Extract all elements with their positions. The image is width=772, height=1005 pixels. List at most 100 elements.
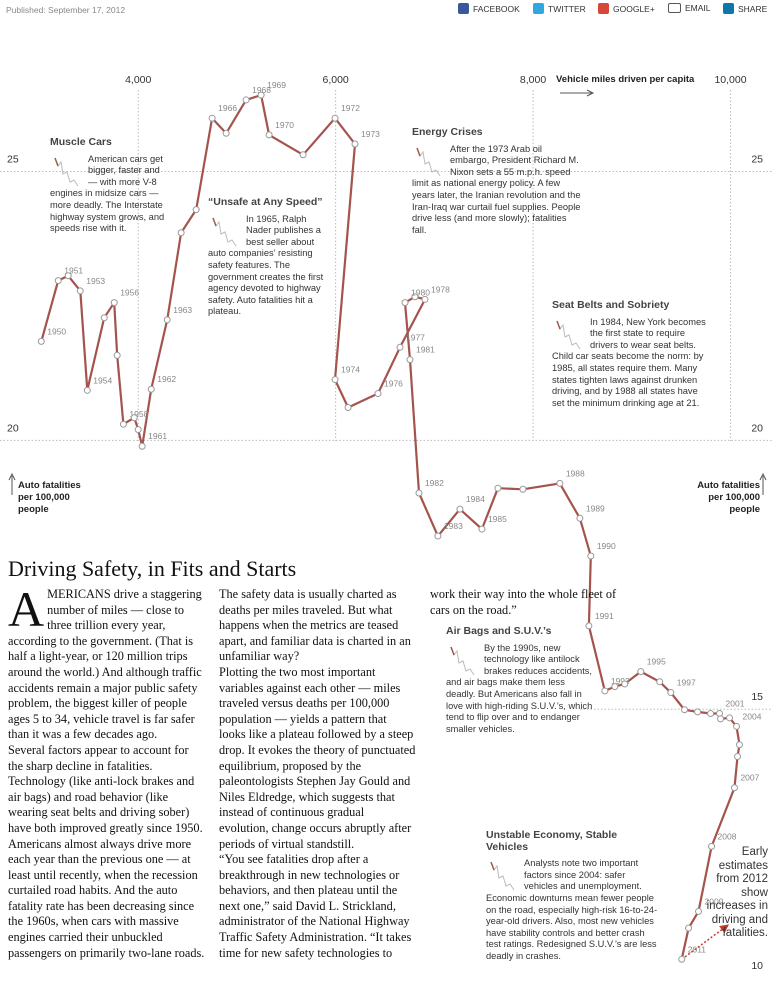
article-paragraph: Several factors appear to account for th…: [8, 742, 203, 835]
data-point: [37, 337, 45, 345]
data-point: [585, 622, 593, 630]
annotation-title: Energy Crises: [412, 126, 483, 138]
data-point: [242, 96, 250, 104]
data-point: [401, 299, 409, 307]
data-point: [637, 668, 645, 676]
year-label: 1991: [595, 611, 614, 621]
data-point: [265, 131, 273, 139]
annotation-icon: [488, 858, 518, 892]
year-label: 1966: [218, 103, 237, 113]
y-tick-label: 25: [751, 153, 763, 165]
year-label: 1953: [86, 276, 105, 286]
data-point: [110, 299, 118, 307]
year-label: 2011: [688, 944, 707, 954]
annotation-title: Muscle Cars: [50, 136, 112, 148]
y-tick-label: 20: [7, 422, 19, 434]
share-label[interactable]: SHARE: [738, 3, 768, 14]
data-point: [667, 689, 675, 697]
data-point: [726, 714, 734, 722]
data-point: [434, 532, 442, 540]
data-point: [177, 229, 185, 237]
data-point: [735, 741, 743, 749]
data-point: [130, 414, 138, 422]
annotation: Seat Belts and Sobriety In 1984, New York…: [552, 299, 706, 409]
data-point: [192, 206, 200, 214]
data-point: [421, 295, 429, 303]
year-label: 1977: [406, 332, 425, 342]
article-paragraph: Plotting the two most important variable…: [219, 664, 416, 851]
data-point: [415, 489, 423, 497]
share-icon[interactable]: [533, 3, 544, 14]
share-icon[interactable]: [723, 3, 734, 14]
x-axis-label: Vehicle miles driven per capita: [556, 74, 695, 85]
share-link[interactable]: GOOGLE+: [598, 3, 655, 14]
y-axis-label: Auto fatalities per 100,000 people: [18, 480, 81, 515]
year-label: 1973: [361, 129, 380, 139]
article-paragraph: The safety data is usually charted as de…: [219, 587, 411, 664]
year-label: 1956: [120, 288, 139, 298]
data-point: [113, 351, 121, 359]
data-point: [147, 385, 155, 393]
share-link[interactable]: TWITTER: [533, 3, 586, 14]
data-point: [556, 479, 564, 487]
share-label[interactable]: EMAIL: [685, 3, 711, 13]
year-label: 1969: [267, 80, 286, 90]
data-point: [351, 140, 359, 148]
data-point: [576, 514, 584, 522]
year-label: 1951: [64, 266, 83, 276]
axis-arrow: [759, 472, 767, 495]
year-label: 1980: [411, 288, 430, 298]
article-paragraph: AMERICANS drive a staggering number of m…: [8, 581, 202, 742]
data-point: [707, 710, 715, 718]
annotation-title: “Unsafe at Any Speed”: [208, 196, 323, 208]
share-icon[interactable]: [458, 3, 469, 14]
data-point: [621, 680, 629, 688]
data-point: [396, 343, 404, 351]
article-body: AMERICANS drive a staggering number of m…: [8, 581, 616, 977]
annotation-text: In 1965, Ralph Nader publishes a best se…: [208, 213, 324, 317]
data-point: [694, 708, 702, 716]
data-point: [601, 687, 609, 695]
data-point: [76, 287, 84, 295]
share-icon[interactable]: [668, 3, 681, 13]
year-label: 1962: [157, 374, 176, 384]
annotation-icon: [414, 144, 444, 178]
article-title: Driving Safety, in Fits and Starts: [8, 556, 297, 581]
annotation-text: American cars get bigger, faster and — w…: [50, 153, 165, 234]
data-point: [119, 420, 127, 428]
year-label: 1970: [275, 120, 294, 130]
share-label[interactable]: TWITTER: [548, 3, 586, 14]
share-icon[interactable]: [598, 3, 609, 14]
sparkline-icon: [450, 646, 475, 675]
year-label: 1954: [93, 375, 112, 385]
year-label: 1958: [129, 409, 148, 419]
data-point: [411, 293, 419, 301]
data-point: [331, 114, 339, 122]
annotation-icon: [210, 214, 240, 248]
data-point: [134, 426, 142, 434]
data-point: [611, 683, 619, 691]
share-label[interactable]: GOOGLE+: [613, 3, 655, 14]
axis-arrow: [8, 472, 16, 495]
year-label: 1984: [466, 494, 485, 504]
share-link[interactable]: FACEBOOK: [458, 3, 520, 14]
share-label[interactable]: FACEBOOK: [473, 3, 520, 14]
annotation: Muscle Cars American cars get bigger, fas…: [50, 136, 168, 235]
annotation-text: After the 1973 Arab oil embargo, Preside…: [412, 143, 581, 235]
annotation-icon: [448, 643, 478, 677]
y-tick-label: 15: [751, 691, 763, 703]
y-tick-label: 20: [751, 422, 763, 434]
y-tick-label: 10: [751, 960, 763, 972]
year-label: 1976: [384, 379, 403, 389]
data-point: [64, 272, 72, 280]
data-point: [681, 706, 689, 714]
share-link[interactable]: SHARE: [723, 3, 767, 14]
year-label: 2007: [740, 773, 759, 783]
share-link[interactable]: EMAIL: [668, 3, 711, 13]
chart-note: Early estimates from 2012 show increases…: [706, 846, 768, 939]
data-point: [54, 277, 62, 285]
y-tick-label: 25: [7, 153, 19, 165]
data-point: [494, 484, 502, 492]
data-point: [734, 753, 742, 761]
year-label: 1992: [611, 676, 630, 686]
